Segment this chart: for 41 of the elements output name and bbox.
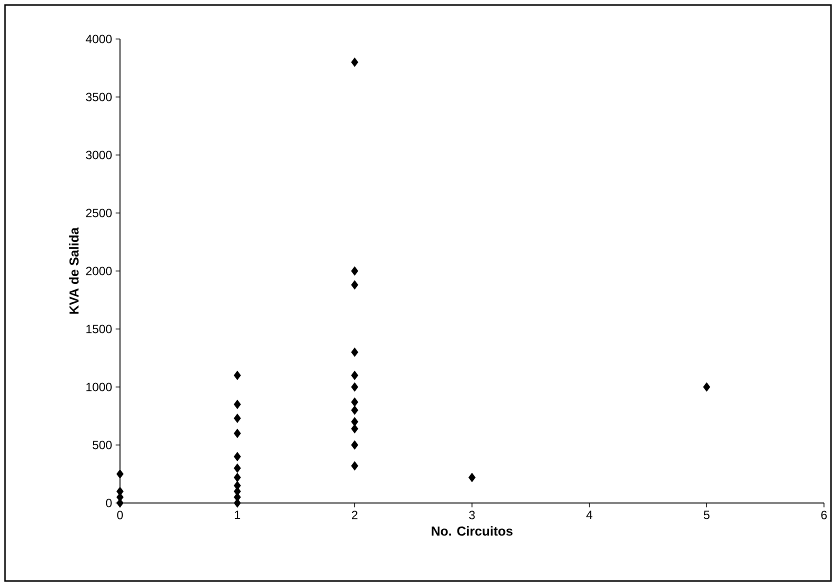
y-tick-label: 2500 (86, 208, 112, 218)
point (351, 370, 358, 380)
y-tick-label: 2000 (86, 266, 112, 276)
y-tick-label: 500 (92, 440, 112, 450)
y-tick-label: 1500 (86, 324, 112, 334)
point (234, 370, 241, 380)
point (351, 280, 358, 290)
point (703, 382, 710, 392)
x-tick-label: 4 (586, 510, 592, 520)
y-tick-label: 4000 (86, 34, 112, 44)
y-tick-label: 0 (106, 498, 112, 508)
x-tick-label: 3 (469, 510, 475, 520)
x-tick-label: 5 (704, 510, 710, 520)
point (351, 461, 358, 471)
y-tick-label: 1000 (86, 382, 112, 392)
y-tick-label: 3000 (86, 150, 112, 160)
point (234, 452, 241, 462)
x-tick-label: 2 (352, 510, 358, 520)
y-axis-title: KVA de Salida (69, 227, 79, 314)
point (234, 472, 241, 482)
point (116, 498, 124, 508)
point (351, 424, 358, 434)
x-tick-label: 0 (117, 510, 123, 520)
point (351, 417, 358, 426)
x-axis-title: No. Circuitos (432, 526, 513, 536)
point (234, 428, 241, 438)
point (351, 440, 358, 450)
point (351, 57, 358, 67)
point (351, 266, 358, 276)
point (351, 382, 358, 392)
point (116, 469, 124, 479)
x-tick-label: 1 (234, 510, 240, 520)
point (351, 347, 358, 357)
point (351, 405, 358, 415)
y-tick-label: 3500 (86, 92, 112, 102)
point (234, 463, 241, 473)
point (234, 400, 241, 410)
x-tick-label: 6 (821, 510, 827, 520)
point (468, 472, 476, 482)
point (234, 414, 241, 424)
point (351, 397, 358, 407)
